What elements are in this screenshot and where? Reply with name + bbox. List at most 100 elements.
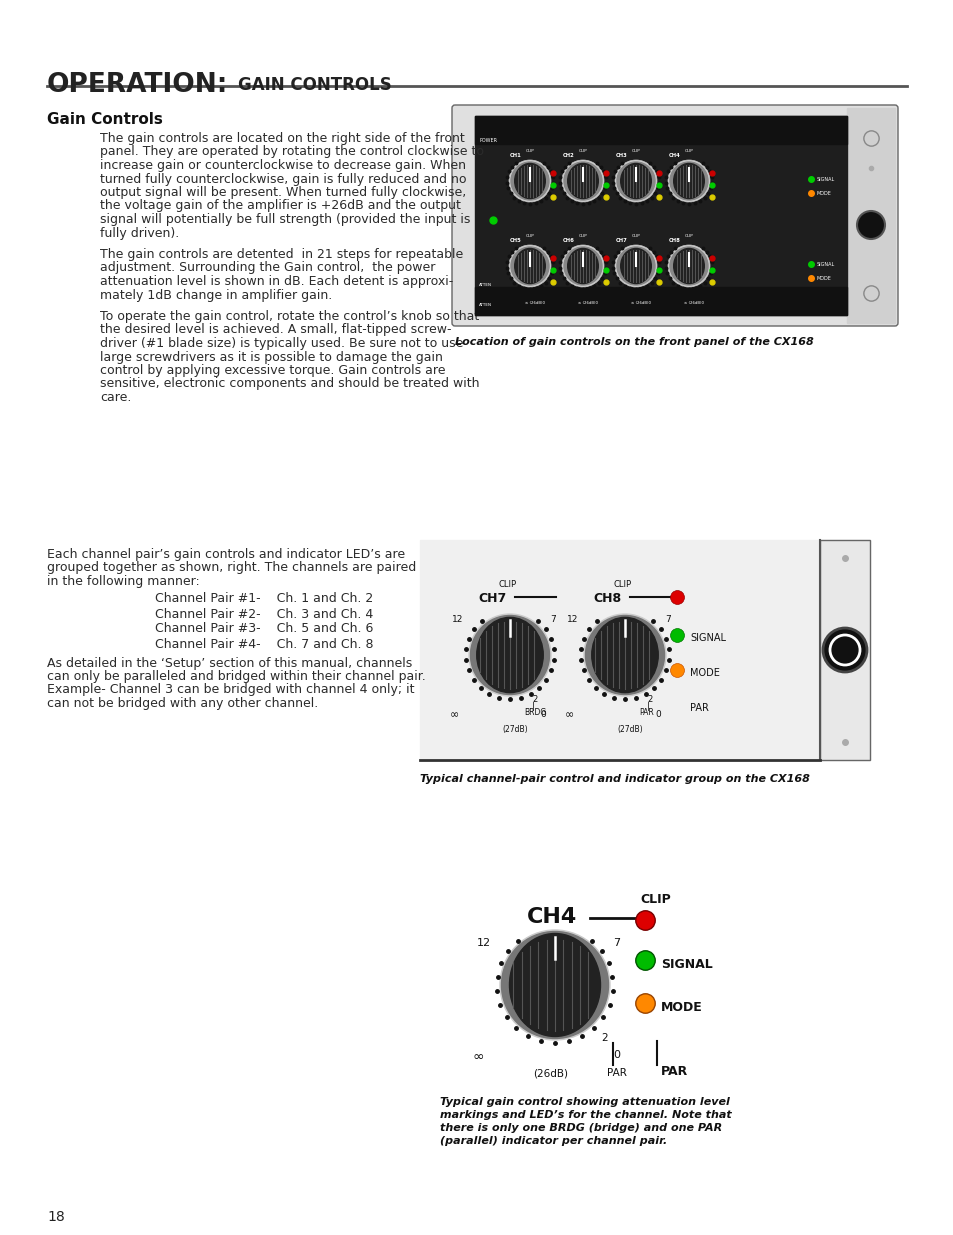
Circle shape — [585, 615, 664, 694]
Bar — [475, 116, 846, 315]
Text: Channel Pair #3-    Ch. 5 and Ch. 6: Channel Pair #3- Ch. 5 and Ch. 6 — [154, 622, 373, 636]
Bar — [475, 287, 846, 315]
Text: ∞ (26dB)0: ∞ (26dB)0 — [630, 301, 650, 305]
Text: CLIP: CLIP — [684, 149, 693, 153]
Text: mately 1dB change in amplifier gain.: mately 1dB change in amplifier gain. — [100, 289, 332, 301]
Text: 12: 12 — [452, 615, 463, 624]
Text: in the following manner:: in the following manner: — [47, 576, 199, 588]
Text: output signal will be present. When turned fully clockwise,: output signal will be present. When turn… — [100, 186, 466, 199]
Ellipse shape — [591, 618, 658, 693]
Circle shape — [667, 161, 709, 203]
Text: CH6: CH6 — [562, 238, 575, 243]
Text: Example- Channel 3 can be bridged with channel 4 only; it: Example- Channel 3 can be bridged with c… — [47, 683, 414, 697]
Text: SIGNAL: SIGNAL — [689, 634, 725, 643]
Text: Typical gain control showing attenuation level: Typical gain control showing attenuation… — [439, 1097, 729, 1107]
Ellipse shape — [673, 163, 703, 199]
Text: ∞: ∞ — [473, 1050, 484, 1065]
Text: 2: 2 — [600, 1032, 607, 1044]
Text: ∞: ∞ — [450, 710, 458, 720]
Text: (27dB): (27dB) — [501, 725, 527, 734]
Circle shape — [499, 930, 609, 1040]
Ellipse shape — [515, 163, 545, 199]
Text: CLIP: CLIP — [578, 149, 587, 153]
Ellipse shape — [515, 248, 545, 284]
Circle shape — [561, 245, 603, 287]
Text: Channel Pair #2-    Ch. 3 and Ch. 4: Channel Pair #2- Ch. 3 and Ch. 4 — [154, 608, 373, 620]
Text: GAIN CONTROLS: GAIN CONTROLS — [237, 77, 392, 94]
Text: increase gain or counterclockwise to decrease gain. When: increase gain or counterclockwise to dec… — [100, 159, 465, 172]
Circle shape — [511, 162, 548, 200]
Text: CLIP: CLIP — [525, 149, 534, 153]
Circle shape — [511, 247, 548, 285]
Ellipse shape — [476, 618, 542, 693]
Text: CLIP: CLIP — [631, 149, 639, 153]
Text: To operate the gain control, rotate the control’s knob so that: To operate the gain control, rotate the … — [100, 310, 478, 324]
Text: PAR: PAR — [660, 1065, 687, 1078]
Circle shape — [509, 245, 551, 287]
Bar — [820, 540, 869, 760]
Circle shape — [615, 245, 657, 287]
Circle shape — [617, 247, 655, 285]
Text: BRDG: BRDG — [523, 708, 546, 718]
Text: POWER: POWER — [479, 138, 497, 143]
Text: can only be paralleled and bridged within their channel pair.: can only be paralleled and bridged withi… — [47, 671, 425, 683]
Text: 2: 2 — [646, 695, 652, 704]
Text: SIGNAL: SIGNAL — [816, 262, 835, 267]
Text: CLIP: CLIP — [578, 233, 587, 238]
Text: CH4: CH4 — [526, 906, 577, 927]
Text: ∞ (26dB)0: ∞ (26dB)0 — [683, 301, 703, 305]
Text: OPERATION:: OPERATION: — [47, 72, 228, 98]
Text: 18: 18 — [47, 1210, 65, 1224]
Text: Channel Pair #1-    Ch. 1 and Ch. 2: Channel Pair #1- Ch. 1 and Ch. 2 — [154, 593, 373, 605]
Text: large screwdrivers as it is possible to damage the gain: large screwdrivers as it is possible to … — [100, 351, 442, 363]
Text: adjustment. Surrounding the Gain control,  the power: adjustment. Surrounding the Gain control… — [100, 262, 435, 274]
Text: Channel Pair #4-    Ch. 7 and Ch. 8: Channel Pair #4- Ch. 7 and Ch. 8 — [154, 637, 374, 651]
Text: CH8: CH8 — [668, 238, 680, 243]
Text: CH7: CH7 — [477, 592, 506, 605]
Ellipse shape — [567, 163, 598, 199]
Text: (27dB): (27dB) — [617, 725, 642, 734]
Text: Typical channel-pair control and indicator group on the CX168: Typical channel-pair control and indicat… — [419, 774, 809, 784]
Circle shape — [615, 161, 657, 203]
Text: care.: care. — [100, 391, 132, 404]
Text: As detailed in the ‘Setup’ section of this manual, channels: As detailed in the ‘Setup’ section of th… — [47, 657, 412, 669]
Text: attenuation level is shown in dB. Each detent is approxi-: attenuation level is shown in dB. Each d… — [100, 275, 453, 288]
Text: CH5: CH5 — [510, 238, 521, 243]
Bar — [846, 107, 894, 324]
Text: grouped together as shown, right. The channels are paired: grouped together as shown, right. The ch… — [47, 562, 416, 574]
Text: CLIP: CLIP — [639, 893, 670, 906]
Text: the voltage gain of the amplifier is +26dB and the output: the voltage gain of the amplifier is +26… — [100, 200, 460, 212]
Text: 2: 2 — [532, 695, 537, 704]
Circle shape — [509, 161, 551, 203]
Text: Each channel pair’s gain controls and indicator LED’s are: Each channel pair’s gain controls and in… — [47, 548, 405, 561]
Circle shape — [822, 629, 866, 672]
Text: ∞: ∞ — [564, 710, 574, 720]
Bar — [419, 540, 869, 760]
Circle shape — [617, 162, 655, 200]
Text: PAR: PAR — [606, 1068, 626, 1078]
Ellipse shape — [673, 248, 703, 284]
Text: 0: 0 — [539, 710, 545, 719]
Text: CLIP: CLIP — [684, 233, 693, 238]
Circle shape — [669, 162, 707, 200]
Text: CLIP: CLIP — [614, 580, 632, 589]
Text: 0: 0 — [613, 1050, 619, 1060]
Circle shape — [583, 614, 665, 697]
Ellipse shape — [620, 248, 651, 284]
Text: panel. They are operated by rotating the control clockwise to: panel. They are operated by rotating the… — [100, 146, 483, 158]
Text: CH2: CH2 — [562, 153, 574, 158]
Text: SIGNAL: SIGNAL — [660, 958, 712, 971]
Text: 12: 12 — [566, 615, 578, 624]
Text: CH3: CH3 — [616, 153, 627, 158]
Text: CLIP: CLIP — [498, 580, 517, 589]
Ellipse shape — [567, 248, 598, 284]
Text: MODE: MODE — [689, 668, 720, 678]
Text: SIGNAL: SIGNAL — [816, 177, 835, 182]
Circle shape — [561, 161, 603, 203]
Text: 7: 7 — [613, 939, 619, 948]
Ellipse shape — [509, 934, 599, 1036]
Text: 12: 12 — [476, 939, 491, 948]
Text: MODE: MODE — [816, 191, 831, 196]
Circle shape — [563, 247, 601, 285]
Text: CH7: CH7 — [616, 238, 627, 243]
